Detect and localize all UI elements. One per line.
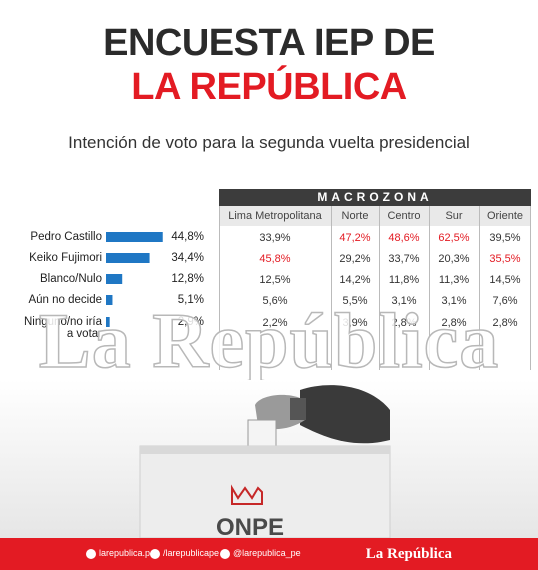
table-cell: 3,1% — [441, 295, 467, 307]
table-cell: 11,3% — [438, 274, 470, 286]
region-sur: Sur — [445, 210, 463, 222]
total-value: 34,4% — [171, 252, 204, 264]
table-divider — [479, 206, 480, 370]
region-lima: Lima Metropolitana — [228, 210, 322, 222]
table-divider — [429, 206, 430, 370]
facebook-icon — [150, 548, 160, 559]
table-divider — [331, 206, 332, 370]
table-cell: 12,5% — [259, 274, 291, 286]
total-value: 12,8% — [171, 273, 204, 285]
facebook-handle: /larepublicape — [163, 548, 220, 558]
table-cell: 14,2% — [339, 274, 371, 286]
ballot-box-label: ONPE — [216, 514, 284, 538]
region-oriente: Oriente — [486, 210, 524, 222]
watermark: La República — [38, 296, 500, 385]
region-header-row: Lima Metropolitana Norte Centro Sur Orie… — [219, 206, 531, 226]
table-cell: 33,7% — [388, 253, 420, 265]
table-cell: 29,2% — [339, 253, 371, 265]
bar-3 — [106, 295, 113, 305]
table-divider — [219, 206, 220, 370]
table-cell: 20,3% — [438, 253, 470, 265]
footer-bar: larepublica.pe /larepublicape @larepubli… — [0, 538, 538, 570]
table-cell: 5,5% — [342, 295, 368, 307]
twitter-link[interactable]: @larepublica_pe — [220, 548, 301, 559]
table-divider — [379, 206, 380, 370]
bar-1 — [106, 253, 150, 263]
title-line1: ENCUESTA IEP DE — [103, 22, 435, 64]
total-value: 44,8% — [171, 231, 204, 243]
bar-2 — [106, 274, 123, 284]
region-norte: Norte — [341, 210, 369, 222]
table-cell: 2,2% — [262, 317, 288, 329]
table-cell: 47,2% — [339, 232, 371, 244]
twitter-handle: @larepublica_pe — [233, 548, 301, 558]
bar-0 — [106, 232, 163, 242]
macrozona-header: MACROZONA — [219, 189, 531, 206]
table-cell: 2,8% — [441, 317, 467, 329]
table-cell: 2,8% — [492, 317, 518, 329]
table-cell: 2,8% — [391, 317, 417, 329]
table-cell: 39,5% — [489, 232, 521, 244]
candidate-label: Aún no decide — [28, 294, 102, 306]
table-cell: 45,8% — [259, 253, 291, 265]
table-cell: 48,6% — [388, 232, 420, 244]
total-value: 2,9% — [177, 316, 204, 328]
total-value: 5,1% — [177, 294, 204, 306]
subtitle: Intención de voto para la segunda vuelta… — [68, 133, 470, 152]
instagram-icon — [86, 548, 96, 559]
candidate-label: Pedro Castillo — [30, 231, 102, 243]
ballot-box-photo: ONPE — [0, 380, 538, 538]
table-cell: 3,9% — [342, 317, 368, 329]
instagram-link[interactable]: larepublica.pe — [86, 548, 155, 559]
table-cell: 5,6% — [262, 295, 288, 307]
instagram-handle: larepublica.pe — [99, 548, 156, 558]
bar-4 — [106, 317, 110, 327]
twitter-icon — [220, 548, 230, 559]
table-cell: 33,9% — [259, 232, 291, 244]
region-centro: Centro — [387, 210, 421, 222]
table-cell: 62,5% — [438, 232, 470, 244]
facebook-link[interactable]: /larepublicape — [150, 548, 219, 559]
title-line2: LA REPÚBLICA — [131, 66, 407, 108]
brand-logo: La República — [365, 546, 452, 562]
candidate-label: Blanco/Nulo — [39, 273, 102, 285]
table-cell: 14,5% — [489, 274, 521, 286]
table-cell: 11,8% — [388, 274, 420, 286]
candidate-label: Ninguno/no iría a votar — [24, 316, 102, 340]
table-divider — [530, 206, 531, 370]
candidate-label: Keiko Fujimori — [29, 252, 102, 264]
table-cell: 35,5% — [489, 253, 521, 265]
table-cell: 7,6% — [492, 295, 518, 307]
table-cell: 3,1% — [391, 295, 417, 307]
